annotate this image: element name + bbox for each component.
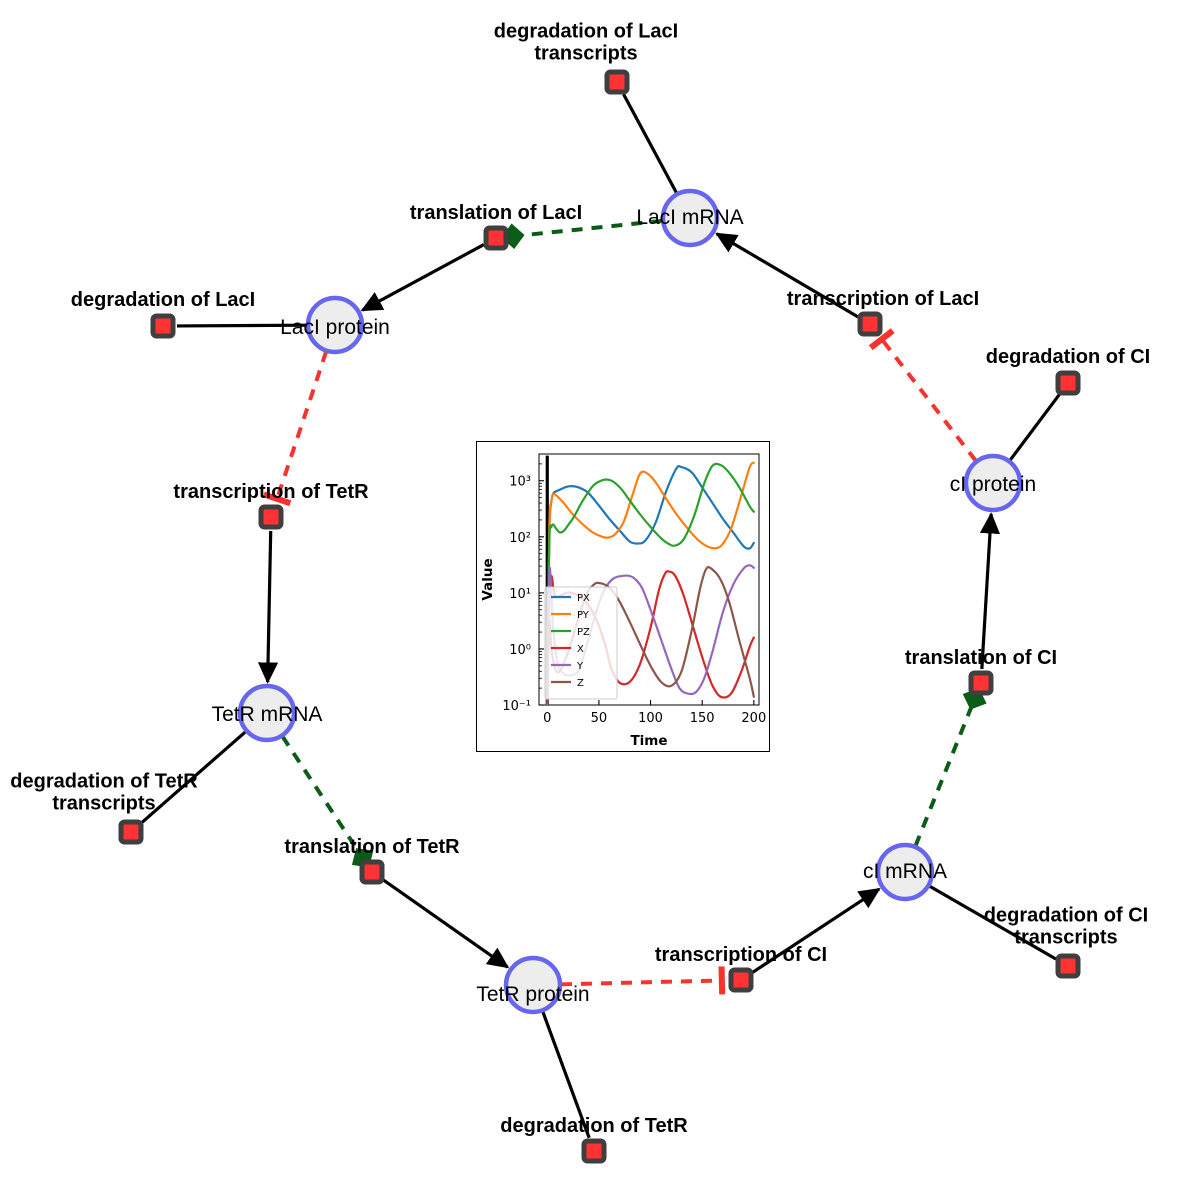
chart-ytick-label: 10¹ xyxy=(509,587,531,602)
chart-xtick-label: 50 xyxy=(591,711,608,726)
edge-e-deg-tetr xyxy=(541,1010,591,1139)
edge-e-deg-laci-tr xyxy=(622,93,679,195)
edge-e-tx-tetr-mrna xyxy=(257,530,279,684)
node-layer xyxy=(118,69,1081,1164)
species-node-laci_protein[interactable] xyxy=(305,295,365,355)
chart-legend: PX PY PZ XYZ xyxy=(544,586,618,700)
chart-axis-titles: Time Value xyxy=(480,558,668,749)
chart-y-axis: 10⁻¹ 10⁰ 10¹ 10² 10³ xyxy=(502,475,544,714)
reaction-node-deg_tetr_transcripts[interactable] xyxy=(118,819,144,845)
edge-e-tl-tetr-prot xyxy=(382,878,510,969)
reaction-node-translation_ci[interactable] xyxy=(968,670,994,696)
edge-e-laci-inh-txtetr xyxy=(262,350,329,507)
chart-ylabel: Value xyxy=(480,558,496,600)
edge-e-tetr-mrna-tl xyxy=(280,735,374,868)
edge-e-laci-mrna-tl xyxy=(501,218,663,250)
chart-ytick-label: 10³ xyxy=(509,475,531,490)
reaction-node-transcription_ci[interactable] xyxy=(728,967,754,993)
reaction-node-deg_ci[interactable] xyxy=(1055,370,1081,396)
chart-legend-label-Y: Y xyxy=(576,661,584,672)
species-node-tetr_mrna[interactable] xyxy=(237,683,297,743)
chart-ytick-label: 10⁻¹ xyxy=(502,699,531,714)
reaction-node-translation_tetr[interactable] xyxy=(359,859,385,885)
chart-xtick-label: 100 xyxy=(638,711,663,726)
edge-layer xyxy=(140,93,1061,1139)
edge-e-ci-mrna-tl xyxy=(913,687,987,847)
chart-xtick-label: 0 xyxy=(543,711,551,726)
edge-e-deg-tetr-tr xyxy=(140,730,247,824)
edge-e-deg-laci xyxy=(176,323,308,328)
chart-ytick-label: 10⁰ xyxy=(509,643,531,658)
edge-e-deg-ci-tr xyxy=(928,884,1057,961)
edge-e-ci-inh-txlaci xyxy=(868,328,978,463)
chart-xtick-label: 200 xyxy=(741,711,766,726)
chart-xtick-label: 150 xyxy=(690,711,715,726)
species-node-ci_mrna[interactable] xyxy=(875,842,935,902)
edge-e-tetr-inh-txci xyxy=(560,966,726,995)
reaction-node-deg_ci_transcripts[interactable] xyxy=(1055,953,1081,979)
chart-legend-label-PX: PX xyxy=(577,593,590,604)
species-node-laci_mrna[interactable] xyxy=(660,188,720,248)
edge-e-tl-laci-prot xyxy=(360,243,485,312)
chart-legend-label-PZ: PZ xyxy=(577,627,590,638)
species-node-tetr_protein[interactable] xyxy=(503,955,563,1015)
chart-xlabel: Time xyxy=(630,733,667,749)
reaction-node-deg_laci[interactable] xyxy=(150,313,176,339)
chart-legend-label-Z: Z xyxy=(577,678,584,689)
reaction-node-translation_laci[interactable] xyxy=(483,225,509,251)
edge-e-tl-ci-prot xyxy=(979,512,1001,670)
chart-legend-label-X: X xyxy=(577,644,584,655)
chart-y-minor-ticks xyxy=(539,453,542,689)
species-node-ci_protein[interactable] xyxy=(963,453,1023,513)
chart-series-PY xyxy=(546,461,755,690)
chart-ytick-label: 10² xyxy=(509,531,531,546)
reaction-node-transcription_laci[interactable] xyxy=(857,311,883,337)
edge-e-deg-ci xyxy=(1008,393,1061,462)
reaction-node-transcription_tetr[interactable] xyxy=(258,504,284,530)
chart-series-PZ xyxy=(546,462,755,690)
timecourse-chart-inset: 10⁻¹ 10⁰ 10¹ 10² 10³ 0 50 100 150 200 Time Value PX P… xyxy=(476,441,770,752)
reaction-node-deg_tetr[interactable] xyxy=(581,1138,607,1164)
chart-series-PX xyxy=(546,464,755,690)
chart-legend-label-PY: PY xyxy=(577,610,590,621)
edge-e-tx-laci-mrna xyxy=(715,232,859,319)
edge-e-tx-ci-mrna xyxy=(751,887,881,974)
reaction-node-deg_laci_transcripts[interactable] xyxy=(604,69,630,95)
